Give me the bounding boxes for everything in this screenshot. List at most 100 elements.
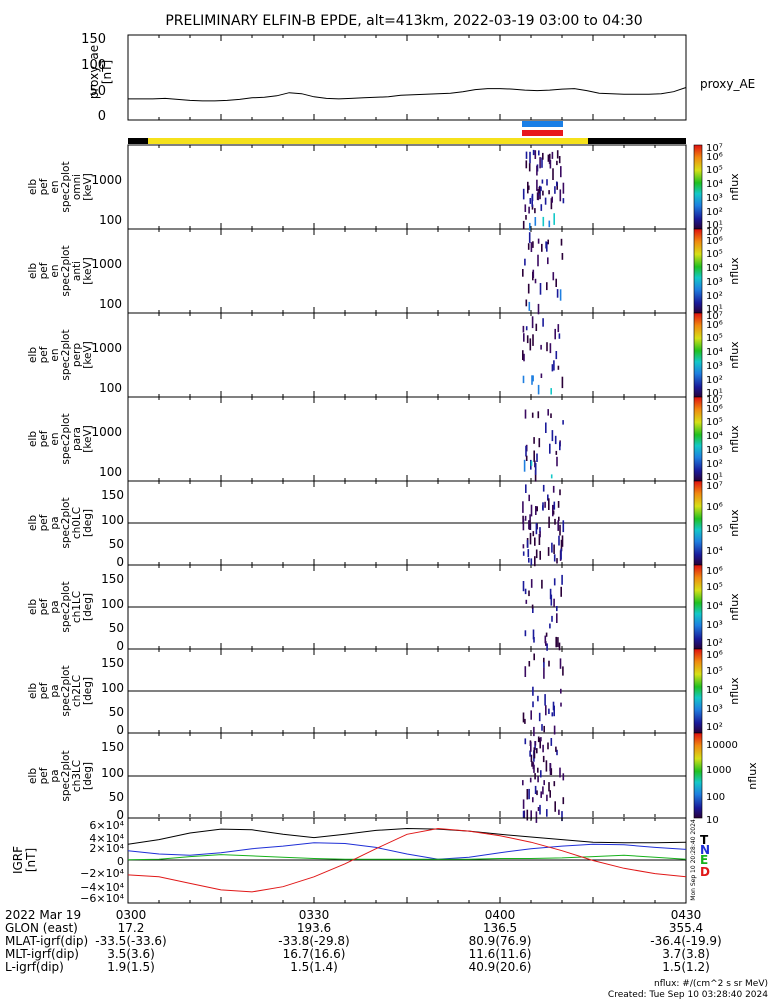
spectrogram-streak (560, 586, 562, 597)
spectrogram-streak (536, 165, 538, 176)
colorbar-6-tick-2: 10⁴ (706, 685, 723, 696)
spectrogram-streak (528, 788, 530, 800)
spectrogram-streak (549, 153, 551, 162)
spectrogram-streak (526, 335, 529, 344)
spectrogram-streak (527, 181, 529, 194)
colorbar-5: 10² 10³ 10⁴ 10⁵ 10⁶ nflux (693, 564, 741, 650)
spectrogram-streak (533, 637, 535, 643)
spectrogram-streak (526, 540, 529, 548)
grf-ytick-6e4: 6×10⁴ (89, 819, 124, 832)
spectrogram-streak (553, 598, 555, 607)
colorbar-0-tick-3: 10⁴ (706, 179, 723, 190)
spectrogram-streak (559, 524, 561, 536)
spectrogram-streak (541, 157, 543, 168)
spectrogram-streak (555, 278, 557, 287)
colorbar-2-label: nflux (728, 341, 741, 369)
spectrogram-streak (548, 190, 550, 195)
spectrogram-streak (535, 811, 538, 823)
spec-5-ytick-100: 100 (101, 597, 124, 611)
spec-2-label-2: pef (38, 346, 50, 363)
ae-ytick-150: 150 (81, 32, 106, 47)
spectrogram-streak (545, 641, 547, 646)
colorbar-4-tick-1: 10⁵ (706, 524, 723, 535)
spectrogram-streak (558, 642, 561, 651)
spectrogram-streak (528, 301, 531, 311)
xaxis-col3-r2: -36.4(-19.9) (650, 934, 721, 948)
spec-2-ytick-100: 100 (99, 381, 122, 395)
spectrogram-streak (553, 360, 555, 371)
grf-ytick-neg2e4: −2×10⁴ (80, 867, 124, 880)
spectrogram-streak (539, 550, 541, 560)
colorbar-2-tick-4: 10⁵ (706, 333, 723, 344)
ae-ytick-100: 100 (81, 58, 106, 73)
spec-4-label-1: elb (27, 515, 39, 531)
colorbar-0-tick-5: 10⁶ (706, 152, 723, 163)
spectrogram-streak (527, 243, 530, 250)
spec-4-label-5: ch0LC (71, 507, 83, 539)
ae-ylabel-2: [nT] (100, 60, 114, 84)
spectrogram-streak (540, 373, 543, 378)
colorbar-2-tick-5: 10⁶ (706, 320, 723, 331)
spectrogram-streak (559, 658, 562, 669)
spectrogram-streak (549, 343, 552, 354)
spectrogram-streak (524, 588, 527, 595)
spectrogram-streak (534, 208, 536, 214)
xaxis-row-label-0: 2022 Mar 19 (5, 908, 81, 922)
spectrogram-streak (559, 767, 561, 778)
spectrogram-streak (529, 514, 531, 521)
spectrogram-streak (553, 705, 555, 717)
spectrogram-streak (528, 232, 531, 243)
footer-created: Created: Tue Sep 10 03:28:40 2024 (608, 990, 768, 1000)
xaxis-row-label-1: GLON (east) (5, 921, 78, 935)
colorbar-0-ramp (693, 144, 703, 230)
xaxis-col0-r0: 0300 (116, 908, 147, 922)
spec-panel-2: 1000 100 elb pef en spec2plot perp [keV] (27, 312, 687, 398)
spectrogram-streak (531, 375, 533, 385)
spectrogram-streak (529, 338, 532, 351)
spectrogram-streak (528, 185, 530, 190)
spec-4-label-4: spec2plot (60, 497, 72, 548)
spec-frame-2 (127, 312, 687, 398)
spectrogram-streak (532, 606, 534, 613)
spectrogram-streak (554, 328, 556, 340)
spectrogram-streak (534, 773, 536, 780)
spectrogram-streak (556, 181, 558, 187)
spec-frame-0 (127, 144, 687, 230)
bar-blue (522, 121, 563, 127)
spec-1-label-5: anti (71, 261, 83, 281)
spectrogram-streak (537, 807, 540, 811)
spectrogram-streak (540, 737, 542, 742)
spectrogram-streak (553, 578, 556, 586)
spec-6-label-1: elb (27, 683, 39, 699)
spectrogram-streak (546, 342, 548, 352)
colorbar-7-tick-0: 10 (706, 815, 719, 826)
spectrogram-streak (548, 498, 550, 510)
spectrogram-streak (540, 344, 542, 350)
spectrogram-streak (550, 474, 553, 479)
spec-1-label-6: [keV] (82, 257, 94, 285)
spectrogram-streak (547, 154, 550, 162)
spec-5-label-3: pa (49, 600, 61, 613)
spectrogram-streak (532, 686, 534, 696)
spectrogram-streak (547, 547, 550, 556)
ae-series-label: proxy_AE (700, 77, 755, 91)
spectrogram-streak (542, 484, 545, 492)
spectrogram-streak (528, 661, 531, 667)
spectrogram-streak (533, 726, 535, 737)
spec-panel-1: 1000 100 elb pef en spec2plot anti [keV] (27, 228, 687, 314)
spec-7-label-5: ch3LC (71, 760, 83, 792)
spectrogram-streak (544, 501, 546, 508)
spectrogram-streak (530, 558, 533, 566)
spectrogram-streak (524, 666, 527, 677)
colorbar-3-tick-3: 10⁴ (706, 431, 723, 442)
xaxis-row-label-4: L-igrf(dip) (5, 960, 64, 974)
spectrogram-streak (551, 712, 554, 717)
colorbar-1-tick-4: 10⁵ (706, 249, 723, 260)
colorbar-5-tick-3: 10⁵ (706, 582, 723, 593)
spectrogram-streak (543, 667, 545, 679)
spectrogram-streak (532, 269, 535, 278)
spectrogram-streak (530, 810, 532, 820)
spectrogram-streak (546, 794, 548, 802)
spectrogram-streak (525, 326, 528, 331)
spectrogram-streak (554, 186, 556, 194)
